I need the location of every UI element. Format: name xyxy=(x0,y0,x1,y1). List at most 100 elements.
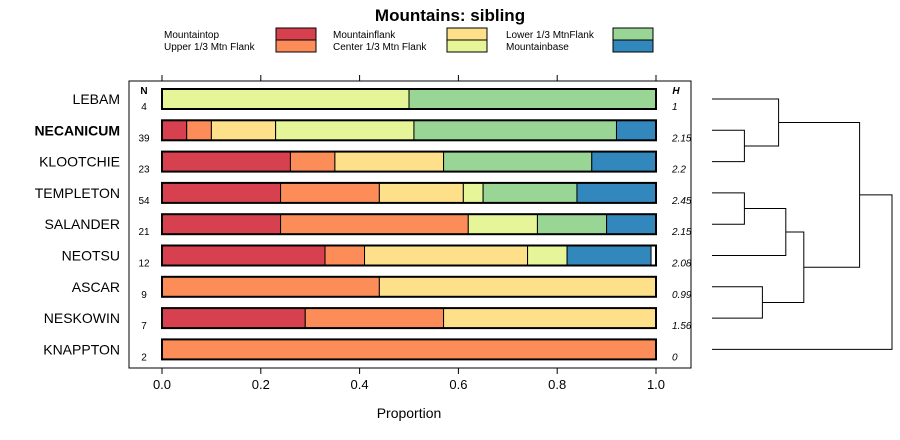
bar-segment-necanicum-mountainflank xyxy=(210,119,277,141)
row-label-necanicum: NECANICUM xyxy=(34,122,120,138)
legend-label-upper-1-3-mtn-flank: Upper 1/3 Mtn Flank xyxy=(164,42,256,53)
bar-segment-templeton-lower-1-3-mtnflank xyxy=(482,182,578,204)
h-value-necanicum: 2.15 xyxy=(671,133,692,144)
n-value-necanicum: 39 xyxy=(138,133,150,144)
bar-segment-necanicum-mountaintop xyxy=(161,119,188,141)
bar-outline-klootchie xyxy=(161,150,657,173)
bar-segment-templeton-upper-1-3-mtn-flank xyxy=(280,182,380,204)
bar-segment-necanicum-mountainbase xyxy=(615,119,657,141)
bar-segment-ascar-upper-1-3-mtn-flank xyxy=(161,276,380,298)
bar-segment-neotsu-mountaintop xyxy=(161,245,326,266)
n-value-neotsu: 12 xyxy=(138,259,150,270)
h-value-klootchie: 2.2 xyxy=(671,165,686,176)
bar-segment-salander-mountainbase xyxy=(606,213,657,235)
legend-label-lower-1-3-mtnflank: Lower 1/3 MtnFlank xyxy=(506,30,595,41)
x-tick-label-1: 0.2 xyxy=(252,377,270,392)
bar-segment-templeton-center-1-3-mtn-flank xyxy=(462,182,484,204)
bar-segment-knappton-upper-1-3-mtn-flank xyxy=(161,338,657,360)
bar-segment-ascar-mountainflank xyxy=(378,276,657,298)
h-value-knappton: 0 xyxy=(672,352,678,363)
row-label-klootchie: KLOOTCHIE xyxy=(39,154,120,170)
legend-swatch-mountainflank xyxy=(446,27,488,41)
dendrogram-link-1 xyxy=(712,192,745,225)
legend-label-mountainflank: Mountainflank xyxy=(333,30,396,41)
bar-segment-neskowin-mountainflank xyxy=(443,307,657,329)
bar-segment-neotsu-mountainbase xyxy=(566,245,652,266)
legend-swatch-mountainbase xyxy=(612,39,654,53)
n-value-lebam: 4 xyxy=(141,102,147,113)
bar-segment-necanicum-lower-1-3-mtnflank xyxy=(413,119,617,141)
bar-segment-necanicum-upper-1-3-mtn-flank xyxy=(186,119,212,141)
bar-segment-templeton-mountainflank xyxy=(378,182,464,204)
row-label-neskowin: NESKOWIN xyxy=(44,310,120,326)
bar-segment-lebam-lower-1-3-mtnflank xyxy=(408,88,657,110)
dendrogram-link-5 xyxy=(712,98,780,147)
legend-label-mountaintop: Mountaintop xyxy=(164,30,219,41)
n-value-salander: 21 xyxy=(138,227,150,238)
h-value-templeton: 2.45 xyxy=(671,196,692,207)
bar-segment-salander-center-1-3-mtn-flank xyxy=(467,213,538,235)
n-value-klootchie: 23 xyxy=(138,165,150,176)
bar-segment-klootchie-mountainflank xyxy=(334,151,445,173)
bar-outline-ascar xyxy=(161,275,657,298)
n-value-knappton: 2 xyxy=(141,352,147,363)
row-label-templeton: TEMPLETON xyxy=(35,185,120,201)
n-value-templeton: 54 xyxy=(138,196,150,207)
x-tick-label-5: 1.0 xyxy=(647,377,665,392)
bar-outline-templeton xyxy=(161,181,657,204)
row-label-salander: SALANDER xyxy=(45,216,120,232)
bar-segment-klootchie-upper-1-3-mtn-flank xyxy=(289,151,336,173)
h-value-salander: 2.15 xyxy=(671,227,692,238)
dendrogram-link-3 xyxy=(712,286,763,319)
h-value-neotsu: 2.08 xyxy=(671,259,692,270)
rows-group: LEBAM 4 1 NECANICUM 39 2.15 KLOOTCHIE 23 2.2 TEMP… xyxy=(34,88,692,363)
dendrogram-link-4 xyxy=(762,231,805,303)
h-column-header: H xyxy=(672,86,680,97)
row-label-neotsu: NEOTSU xyxy=(62,248,120,264)
bar-outline-neotsu xyxy=(161,244,657,267)
legend-swatch-upper-1-3-mtn-flank xyxy=(275,39,317,53)
x-axis: 0.0 0.2 0.4 0.6 0.8 1.0 xyxy=(153,75,665,392)
bar-segment-neotsu-upper-1-3-mtn-flank xyxy=(324,245,366,266)
row-label-knappton: KNAPPTON xyxy=(43,341,120,357)
legend-swatch-center-1-3-mtn-flank xyxy=(446,39,488,53)
bar-segment-neskowin-mountaintop xyxy=(161,307,306,329)
bar-segment-neotsu-mountainflank xyxy=(364,245,529,266)
bar-segment-neotsu-center-1-3-mtn-flank xyxy=(527,245,568,266)
bar-outline-necanicum xyxy=(161,119,657,142)
legend-swatch-mountaintop xyxy=(275,27,317,41)
n-value-ascar: 9 xyxy=(141,290,147,301)
bar-outline-neskowin xyxy=(161,307,657,330)
n-column-header: N xyxy=(140,86,147,97)
dendrogram-link-2 xyxy=(712,208,787,256)
x-tick-label-2: 0.4 xyxy=(351,377,369,392)
bar-segment-salander-lower-1-3-mtnflank xyxy=(536,213,608,235)
dendrogram-link-0 xyxy=(712,129,745,163)
x-tick-label-4: 0.8 xyxy=(548,377,566,392)
bar-segment-salander-upper-1-3-mtn-flank xyxy=(280,213,469,235)
x-tick-label-3: 0.6 xyxy=(449,377,467,392)
n-value-neskowin: 7 xyxy=(141,321,147,332)
dendrogram-link-7 xyxy=(712,194,893,350)
row-label-ascar: ASCAR xyxy=(72,279,120,295)
bar-outline-lebam xyxy=(161,88,657,110)
x-axis-title: Proportion xyxy=(377,405,442,421)
bar-segment-klootchie-lower-1-3-mtnflank xyxy=(443,151,593,173)
h-value-ascar: 0.99 xyxy=(672,290,692,301)
plot-frame xyxy=(128,80,692,369)
row-label-lebam: LEBAM xyxy=(73,91,120,107)
legend-label-mountainbase: Mountainbase xyxy=(506,42,569,53)
bar-segment-klootchie-mountainbase xyxy=(591,151,657,173)
dendrogram xyxy=(712,98,893,350)
bar-segment-klootchie-mountaintop xyxy=(161,151,291,173)
dendrogram-link-6 xyxy=(778,121,861,268)
x-tick-label-0: 0.0 xyxy=(153,377,171,392)
bar-segment-neskowin-upper-1-3-mtn-flank xyxy=(304,307,445,329)
legend-swatch-lower-1-3-mtnflank xyxy=(612,27,654,41)
legend-label-center-1-3-mtn-flank: Center 1/3 Mtn Flank xyxy=(333,42,427,53)
bar-segment-lebam-center-1-3-mtn-flank xyxy=(161,88,410,110)
h-value-neskowin: 1.56 xyxy=(672,321,692,332)
bar-outline-salander xyxy=(161,213,657,236)
